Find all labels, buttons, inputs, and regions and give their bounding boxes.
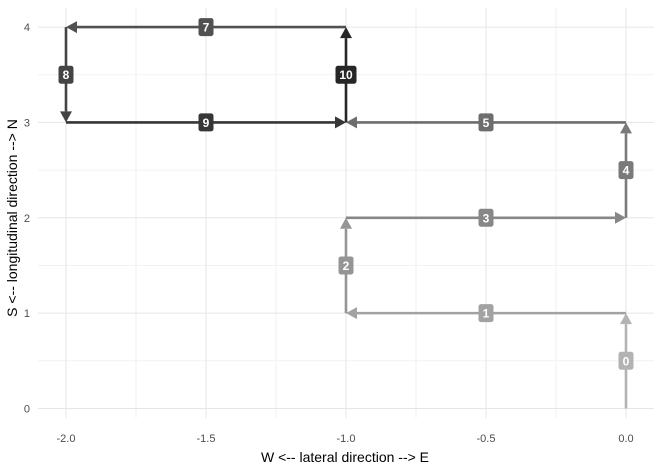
step-label-box bbox=[198, 113, 214, 132]
x-axis-title: W <-- lateral direction --> E bbox=[261, 449, 429, 465]
segment-arrowhead bbox=[335, 116, 346, 129]
x-tick-label: -2.0 bbox=[57, 433, 76, 445]
segment-arrowhead bbox=[66, 21, 77, 34]
step-label-box bbox=[478, 304, 494, 323]
step-labels: 0 1 2 3 4 5 7 8 9 10 bbox=[58, 18, 634, 370]
segment-arrowhead bbox=[346, 116, 357, 129]
step-label: 8 bbox=[63, 68, 70, 82]
x-tick-label: -0.5 bbox=[477, 433, 496, 445]
x-tick-label: 0.0 bbox=[618, 433, 633, 445]
step-label: 9 bbox=[203, 116, 210, 130]
x-tick-label: -1.0 bbox=[337, 433, 356, 445]
segment-arrowhead bbox=[615, 211, 626, 224]
step-label: 3 bbox=[483, 211, 490, 225]
segment-arrowhead bbox=[346, 307, 357, 320]
segment-arrowhead bbox=[340, 27, 352, 39]
step-label-box bbox=[338, 256, 354, 275]
step-label: 10 bbox=[339, 68, 353, 82]
step-label-box bbox=[58, 65, 74, 84]
y-tick-label: 0 bbox=[24, 403, 30, 415]
y-tick-label: 3 bbox=[24, 117, 30, 129]
segment-arrowhead bbox=[620, 313, 632, 325]
step-label: 1 bbox=[483, 307, 490, 321]
step-label-box bbox=[618, 161, 634, 180]
y-tick-label: 4 bbox=[24, 22, 30, 34]
y-tick-label: 2 bbox=[24, 213, 30, 225]
step-label: 0 bbox=[623, 354, 630, 368]
y-axis-tick-labels: 0 1 2 3 4 bbox=[24, 22, 30, 415]
x-tick-label: -1.5 bbox=[197, 433, 216, 445]
step-label: 5 bbox=[483, 116, 490, 130]
step-label: 2 bbox=[343, 259, 350, 273]
step-label: 4 bbox=[623, 164, 630, 178]
step-label: 7 bbox=[203, 21, 210, 35]
segment-arrowhead bbox=[340, 217, 352, 229]
y-axis-title: S <-- longitudinal direction --> N bbox=[4, 119, 20, 317]
step-label-box bbox=[478, 113, 494, 132]
step-label-box bbox=[198, 18, 214, 37]
step-label-box bbox=[335, 65, 357, 84]
segment-arrowhead bbox=[620, 122, 632, 134]
y-tick-label: 1 bbox=[24, 308, 30, 320]
x-axis-tick-labels: -2.0 -1.5 -1.0 -0.5 0.0 bbox=[57, 433, 634, 445]
segment-arrowhead bbox=[60, 111, 72, 123]
step-label-box bbox=[478, 208, 494, 227]
step-label-box bbox=[618, 351, 634, 370]
